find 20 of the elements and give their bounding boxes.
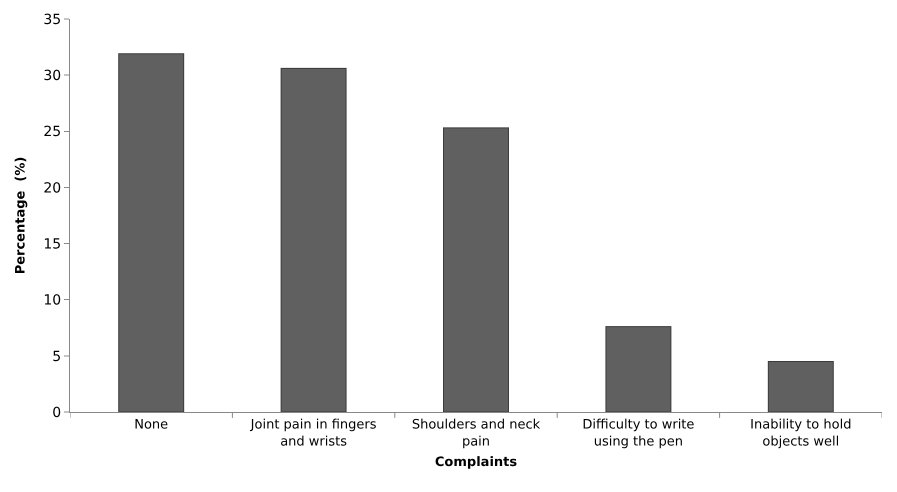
x-tick-label: Inability to hold objects well — [750, 418, 852, 450]
y-tick-label: 15 — [43, 236, 62, 252]
bar — [280, 68, 347, 412]
y-tick-label: 5 — [52, 348, 62, 365]
y-axis-title: Percentage (%) — [13, 156, 28, 274]
x-axis-title: Complaints — [434, 455, 518, 470]
bar — [768, 360, 834, 412]
y-tick-label: 35 — [43, 12, 62, 28]
y-tick-label: 25 — [43, 124, 62, 140]
y-tick-label: 30 — [43, 68, 62, 84]
bar — [443, 127, 509, 412]
x-tick-label: Difficulty to write using the pen — [582, 418, 694, 450]
x-tick-label: Joint pain in fingers and wrists — [250, 418, 377, 450]
y-tick-label: 20 — [43, 180, 62, 196]
x-tick-label: Shoulders and neck pain — [412, 418, 541, 450]
x-tick-label: None — [134, 418, 168, 433]
bar — [605, 326, 672, 412]
y-tick-label: 0 — [52, 404, 62, 421]
bar — [118, 53, 184, 412]
y-tick-label: 10 — [43, 292, 62, 309]
